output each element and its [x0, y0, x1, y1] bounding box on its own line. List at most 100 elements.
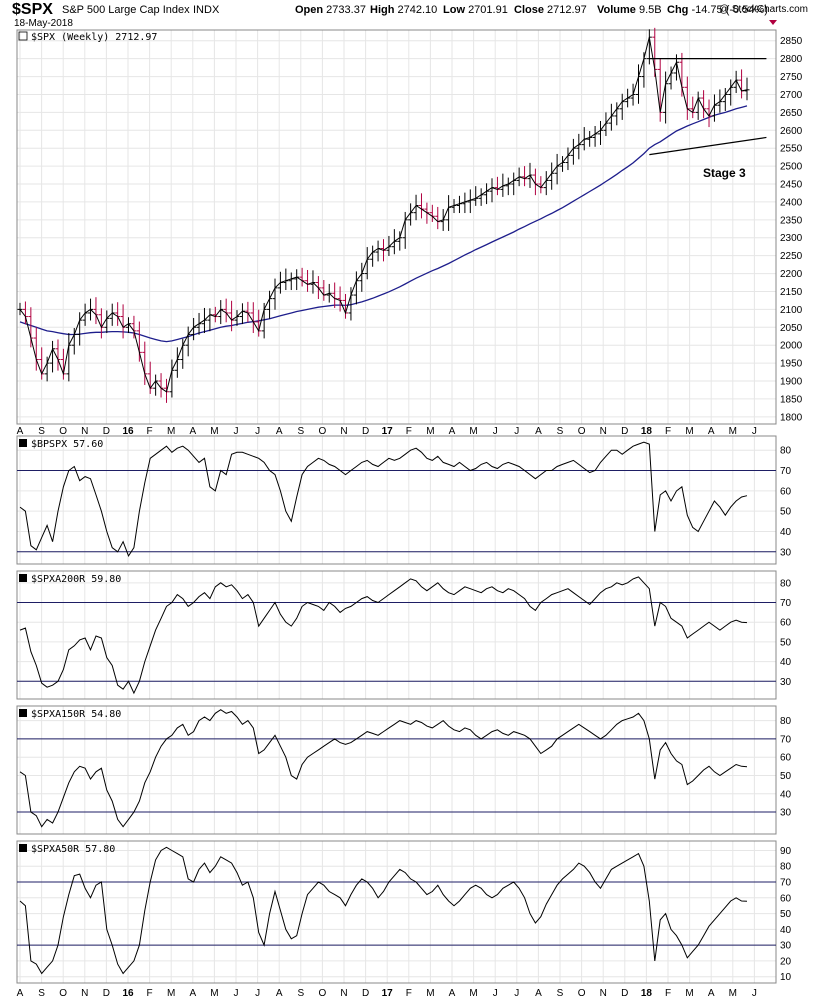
indicator-line	[19, 441, 748, 557]
x-tick-label: 17	[382, 426, 394, 437]
y-tick-label: 70	[780, 878, 792, 889]
x-tick-label: M	[469, 988, 477, 999]
y-tick-label: 2650	[780, 108, 803, 119]
x-tick-label: J	[234, 426, 239, 437]
y-tick-label: 2750	[780, 72, 803, 83]
ma-line	[19, 105, 748, 343]
y-tick-label: 1850	[780, 394, 803, 405]
x-tick-label: F	[147, 426, 153, 437]
stat-low: Low 2701.91	[443, 4, 508, 16]
x-tick-label: D	[362, 988, 369, 999]
x-tick-label: M	[729, 426, 737, 437]
panel-legend: $SPXA50R 57.80	[31, 844, 115, 855]
x-tick-label: O	[319, 988, 327, 999]
x-tick-label: N	[340, 988, 347, 999]
x-tick-label: M	[685, 426, 693, 437]
y-tick-label: 50	[780, 637, 792, 648]
x-tick-label: N	[600, 426, 607, 437]
panel-frame	[16, 570, 777, 700]
indicator-line	[19, 576, 748, 695]
y-tick-label: 40	[780, 925, 792, 936]
x-tick-label: F	[406, 426, 412, 437]
y-tick-label: 50	[780, 771, 792, 782]
y-tick-label: 70	[780, 466, 792, 477]
x-tick-label: J	[493, 426, 498, 437]
panel-4: 30 40 50 60 70 80 $SPXA150R 54.80	[16, 705, 792, 835]
x-tick-label: J	[493, 988, 498, 999]
x-tick-label: J	[255, 426, 260, 437]
x-tick-label: D	[362, 426, 369, 437]
y-tick-label: 2050	[780, 323, 803, 334]
y-tick-label: 2150	[780, 287, 803, 298]
x-tick-label: F	[665, 426, 671, 437]
x-tick-label: 16	[122, 426, 134, 437]
x-tick-label: S	[297, 988, 304, 999]
y-tick-label: 2600	[780, 126, 803, 137]
index-name-label: S&P 500 Large Cap Index	[62, 4, 190, 16]
y-tick-label: 2000	[780, 341, 803, 352]
y-tick-label: 1800	[780, 412, 803, 423]
legend-icon	[19, 574, 27, 582]
x-tick-label: S	[38, 988, 45, 999]
x-tick-label: J	[514, 988, 519, 999]
x-tick-label: A	[17, 426, 24, 437]
y-tick-label: 40	[780, 657, 792, 668]
y-tick-label: 2100	[780, 305, 803, 316]
y-tick-label: 2200	[780, 269, 803, 280]
x-tick-label: J	[255, 988, 260, 999]
y-tick-label: 30	[780, 808, 792, 819]
x-tick-label: 18	[641, 988, 653, 999]
x-tick-label: M	[469, 426, 477, 437]
y-tick-label: 30	[780, 547, 792, 558]
x-tick-label: D	[103, 426, 110, 437]
legend-icon	[18, 31, 28, 41]
indicator-line	[19, 846, 748, 975]
stat-close: Close 2712.97	[514, 4, 587, 16]
y-tick-label: 60	[780, 893, 792, 904]
symbol-label: $SPX	[12, 1, 53, 18]
y-tick-label: 1900	[780, 377, 803, 388]
x-tick-label: M	[426, 988, 434, 999]
panel-legend: $BPSPX 57.60	[31, 439, 103, 450]
indicator-line	[19, 709, 748, 828]
stat-chg: Chg -14.75 (-0.54%)	[667, 4, 768, 16]
x-tick-label: J	[234, 988, 239, 999]
x-tick-label: M	[729, 988, 737, 999]
y-tick-label: 60	[780, 618, 792, 629]
y-tick-label: 70	[780, 734, 792, 745]
y-tick-label: 2300	[780, 233, 803, 244]
x-tick-label: A	[535, 426, 542, 437]
x-tick-label: F	[665, 988, 671, 999]
y-tick-label: 60	[780, 753, 792, 764]
x-tick-label: N	[81, 988, 88, 999]
y-tick-label: 50	[780, 507, 792, 518]
x-tick-label: 17	[382, 988, 394, 999]
support-line	[649, 136, 767, 156]
stat-high: High 2742.10	[370, 4, 437, 16]
exchange-label: INDX	[193, 4, 220, 16]
y-tick-label: 80	[780, 578, 792, 589]
y-tick-label: 2800	[780, 54, 803, 65]
y-tick-label: 1950	[780, 359, 803, 370]
x-tick-label: N	[340, 426, 347, 437]
x-tick-label: A	[189, 426, 196, 437]
legend-icon	[19, 844, 27, 852]
x-axis: A S O N D 16 F M A M J J A S O N D 17 F M A M J J A S O N D 18 F M A M J A S…	[17, 426, 757, 999]
x-tick-label: D	[621, 988, 628, 999]
panels: 1800185019001950200020502100215022002250…	[16, 27, 803, 984]
x-tick-label: M	[685, 988, 693, 999]
x-tick-label: S	[38, 426, 45, 437]
x-tick-label: J	[514, 426, 519, 437]
x-tick-label: A	[189, 988, 196, 999]
stats-row: Open 2733.37 High 2742.10 Low 2701.91 Close…	[295, 4, 768, 16]
y-tick-label: 20	[780, 956, 792, 967]
y-tick-label: 2500	[780, 162, 803, 173]
x-tick-label: D	[103, 988, 110, 999]
y-tick-label: 2350	[780, 215, 803, 226]
x-tick-label: S	[557, 988, 564, 999]
x-tick-label: J	[752, 426, 757, 437]
date-label: 18-May-2018	[14, 18, 73, 29]
y-tick-label: 2550	[780, 144, 803, 155]
